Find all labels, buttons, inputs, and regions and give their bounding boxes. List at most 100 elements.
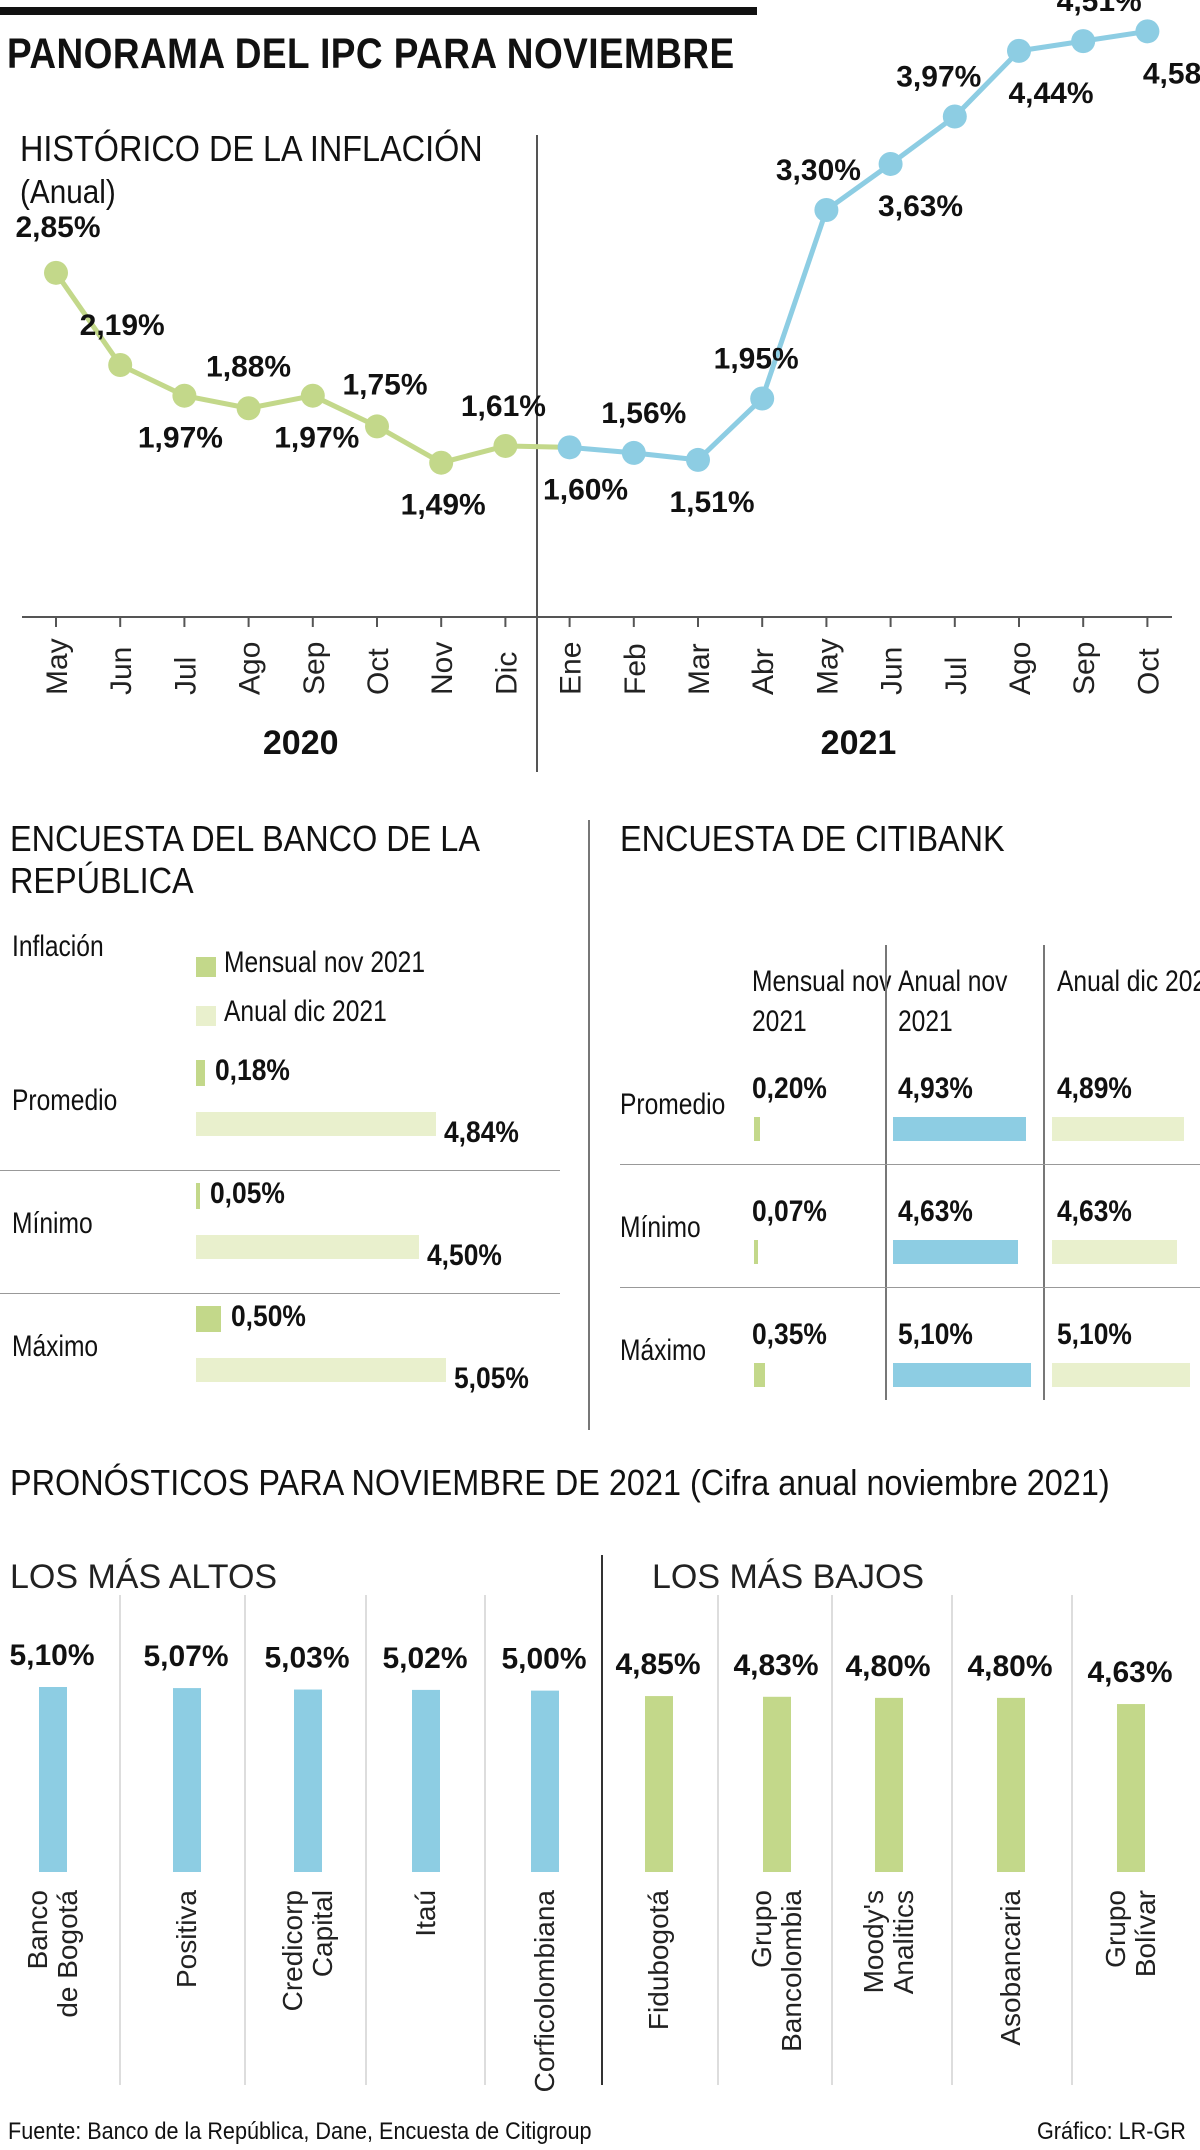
series-line-segment	[375, 424, 443, 465]
legend-label-mensual: Mensual nov 2021	[224, 946, 426, 979]
data-label: 4,51%	[1057, 0, 1142, 18]
data-point	[44, 260, 68, 285]
citibank-bar	[1052, 1240, 1178, 1264]
data-point	[878, 151, 903, 176]
data-label: 1,51%	[669, 486, 754, 519]
forecast-entity-label: Credicorp	[277, 1890, 308, 2011]
x-tick-label: Oct	[1132, 648, 1165, 695]
citibank-value: 5,10%	[1057, 1318, 1132, 1351]
data-label: 1,97%	[274, 422, 359, 455]
row-divider	[620, 1287, 1200, 1288]
line-chart-title: HISTÓRICO DE LA INFLACIÓN	[20, 128, 483, 169]
inflation-line-chart: May Jun Jul Ago Sep Oct Nov Dic Ene Feb Mar Abr May J…	[15, 0, 1200, 772]
data-label: 4,44%	[1008, 77, 1093, 110]
citibank-value: 4,63%	[898, 1195, 973, 1228]
data-label: 1,61%	[461, 390, 546, 423]
column-divider	[1043, 945, 1045, 1400]
x-tick-label: Mar	[683, 643, 716, 695]
data-label: 1,88%	[206, 350, 291, 383]
row-divider	[620, 1164, 1200, 1165]
forecast-group-label: LOS MÁS ALTOS	[10, 1558, 277, 1596]
citibank-bar	[893, 1240, 1019, 1264]
citibank-row-label: Máximo	[620, 1334, 707, 1367]
data-label: 1,60%	[543, 473, 628, 506]
citibank-column-header: Anual dic 2021	[1057, 965, 1200, 998]
row-divider	[0, 1170, 560, 1171]
data-label: 1,95%	[714, 342, 799, 375]
citibank-bar	[893, 1363, 1031, 1387]
forecast-entity-label: Bolívar	[1130, 1890, 1161, 1977]
forecast-group-label: LOS MÁS BAJOS	[652, 1558, 924, 1596]
forecast-bar-chart: LOS MÁS ALTOS 5,10% Banco de Bogotá 5,07% Pos…	[9, 1555, 1173, 2092]
line-chart-subtitle: (Anual)	[20, 173, 116, 210]
data-label: 1,75%	[342, 368, 427, 401]
data-label: 2,85%	[15, 211, 100, 244]
series-line-segment	[759, 209, 829, 400]
footer-source: Fuente: Banco de la República, Dane, Enc…	[8, 2118, 592, 2145]
forecast-bar	[875, 1697, 903, 1872]
forecast-entity-label: de Bogotá	[52, 1890, 83, 2018]
page-title: PANORAMA DEL IPC PARA NOVIEMBRE	[7, 30, 735, 78]
banrep-value-mensual: 0,05%	[210, 1177, 285, 1210]
year-label: 2021	[821, 724, 897, 762]
forecast-entity-label: Capital	[307, 1890, 338, 1977]
x-tick-label: May	[41, 638, 74, 695]
data-label: 3,97%	[896, 60, 981, 93]
citibank-bar	[754, 1363, 765, 1387]
forecast-value: 4,85%	[615, 1648, 700, 1681]
forecast-entity-label: Itaú	[410, 1890, 441, 1937]
data-label: 2,19%	[80, 309, 165, 342]
x-tick-label: Jun	[876, 647, 909, 695]
forecast-entity-label: Positiva	[171, 1890, 202, 1988]
data-point	[621, 440, 646, 465]
forecast-entity-label: Grupo	[1100, 1890, 1131, 1968]
banrep-row-label: Promedio	[12, 1084, 118, 1117]
forecast-bar	[1117, 1704, 1145, 1872]
x-tick-label: Nov	[426, 642, 459, 695]
forecast-value: 5,00%	[501, 1643, 586, 1676]
forecast-value: 4,80%	[845, 1650, 930, 1683]
row-divider	[0, 1293, 560, 1294]
citibank-column-header: Mensual nov 2021	[752, 965, 892, 1038]
banrep-value-anual: 5,05%	[453, 1362, 529, 1395]
x-tick-label: Feb	[619, 643, 652, 695]
citibank-value: 0,07%	[752, 1195, 827, 1228]
banrep-header: Inflación	[12, 930, 104, 963]
section-divider	[588, 820, 590, 1430]
forecast-value: 5,10%	[9, 1639, 94, 1672]
x-tick-label: Sep	[298, 642, 331, 695]
data-point	[493, 433, 518, 458]
citibank-bar	[754, 1240, 758, 1264]
data-label: 3,63%	[878, 190, 963, 223]
series-line-segment	[824, 161, 893, 213]
x-tick-label: Sep	[1068, 642, 1101, 695]
forecast-bar	[294, 1689, 322, 1872]
citibank-row-label: Promedio	[620, 1088, 726, 1121]
data-label: 1,97%	[138, 422, 223, 455]
banrep-row-label: Máximo	[12, 1330, 99, 1363]
x-tick-label: Oct	[362, 648, 395, 695]
data-label: 1,49%	[401, 489, 486, 522]
forecast-subtitle: (Cifra anual noviembre 2021)	[690, 1462, 1110, 1503]
forecast-entity-label: Fidubogotá	[643, 1890, 674, 2031]
data-label: 1,56%	[601, 397, 686, 430]
x-tick-label: Abr	[747, 648, 780, 695]
x-tick-label: Ago	[1004, 642, 1037, 695]
forecast-title: PRONÓSTICOS PARA NOVIEMBRE DE 2021 (Cifr…	[10, 1462, 1110, 1504]
legend-label-anual: Anual dic 2021	[224, 995, 387, 1028]
banrep-value-mensual: 0,50%	[230, 1300, 306, 1333]
banrep-title: ENCUESTA DEL BANCO DE LA REPÚBLICA	[10, 818, 479, 901]
forecast-entity-label: Banco	[22, 1890, 53, 1969]
data-point	[172, 383, 197, 408]
data-point	[1007, 38, 1031, 63]
year-label: 2020	[263, 724, 339, 762]
citibank-row-label: Mínimo	[620, 1211, 701, 1244]
x-tick-label: May	[811, 638, 844, 695]
x-tick-label: Jul	[940, 657, 973, 695]
forecast-entity-label: Bancolombia	[776, 1890, 807, 2052]
data-point	[814, 198, 839, 223]
data-point	[429, 450, 454, 475]
citibank-bar	[1052, 1117, 1185, 1141]
banrep-value-anual: 4,84%	[443, 1116, 519, 1149]
x-tick-label: Ene	[555, 642, 588, 695]
